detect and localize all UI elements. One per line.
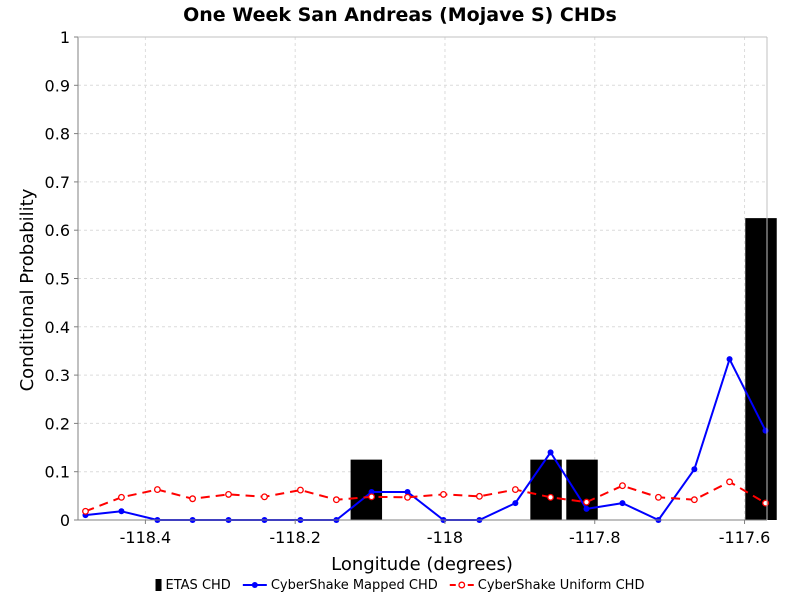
y-tick-label: 0.9: [45, 76, 70, 95]
data-point: [619, 482, 626, 490]
data-point: [726, 478, 734, 486]
legend-label: CyberShake Uniform CHD: [478, 578, 645, 593]
x-tick-label: -117.6: [719, 528, 771, 547]
data-point: [153, 486, 161, 494]
data-point: [117, 493, 125, 501]
legend: ETAS CHD CyberShake Mapped CHD CyberShake …: [155, 578, 645, 593]
y-tick-label: 0.4: [45, 318, 70, 337]
legend-item-3: CyberShake Uniform CHD: [449, 578, 645, 593]
data-point: [654, 493, 662, 501]
y-tick-label: 0.5: [45, 270, 70, 289]
y-tick-label: 1: [60, 28, 70, 47]
data-point: [225, 490, 232, 498]
y-tick-label: 0.6: [45, 221, 70, 240]
data-point: [547, 449, 554, 456]
data-point: [619, 500, 626, 507]
legend-label: ETAS CHD: [166, 578, 231, 593]
plot-area: 0 0.1 0.2 0.3 0.4 0.5 0.6 0.7 0.8 0.9 1 -118.4 -118.…: [45, 28, 777, 547]
data-point: [440, 490, 447, 498]
data-point: [691, 466, 698, 473]
data-point: [583, 498, 590, 506]
y-tick-label: 0.8: [45, 125, 70, 144]
data-point: [118, 508, 125, 515]
x-tick-label: -118.4: [120, 528, 172, 547]
data-point: [296, 486, 304, 494]
data-point: [583, 505, 590, 512]
data-point: [512, 500, 519, 507]
legend-item-2: CyberShake Mapped CHD: [242, 578, 438, 593]
series-line-2: [85, 480, 767, 513]
x-tick-label: -117.8: [569, 528, 621, 547]
legend-label: CyberShake Mapped CHD: [271, 578, 438, 593]
y-tick-label: 0.1: [45, 463, 70, 482]
data-point: [475, 492, 483, 500]
data-point: [368, 493, 376, 501]
data-point: [762, 427, 769, 434]
data-point: [690, 496, 698, 504]
legend-symbol-marker: [458, 581, 466, 589]
data-point: [726, 356, 733, 363]
y-tick-label: 0.7: [45, 173, 70, 192]
y-tick-label: 0.3: [45, 366, 70, 385]
bar: [745, 218, 777, 520]
data-point: [82, 507, 89, 515]
x-axis-label: Longitude (degrees): [331, 554, 513, 575]
x-tick-label: -118: [427, 528, 463, 547]
data-point: [511, 486, 519, 494]
data-point: [368, 488, 375, 495]
legend-item-1: ETAS CHD: [155, 578, 231, 593]
x-tick-label: -118.2: [269, 528, 321, 547]
bar: [566, 459, 598, 520]
bar: [350, 459, 383, 520]
data-point: [404, 488, 411, 495]
y-axis-label: Conditional Probability: [17, 188, 38, 391]
data-point: [332, 496, 340, 504]
y-tick-label: 0.2: [45, 414, 70, 433]
legend-symbol: [155, 579, 162, 591]
y-tick-label: 0: [60, 511, 70, 530]
bar: [530, 459, 562, 520]
chart-title: One Week San Andreas (Mojave S) CHDs: [183, 4, 617, 26]
data-point: [547, 493, 555, 501]
data-point: [189, 495, 197, 503]
legend-symbol-marker: [251, 582, 258, 588]
data-point: [261, 493, 268, 501]
data-point: [404, 493, 411, 501]
